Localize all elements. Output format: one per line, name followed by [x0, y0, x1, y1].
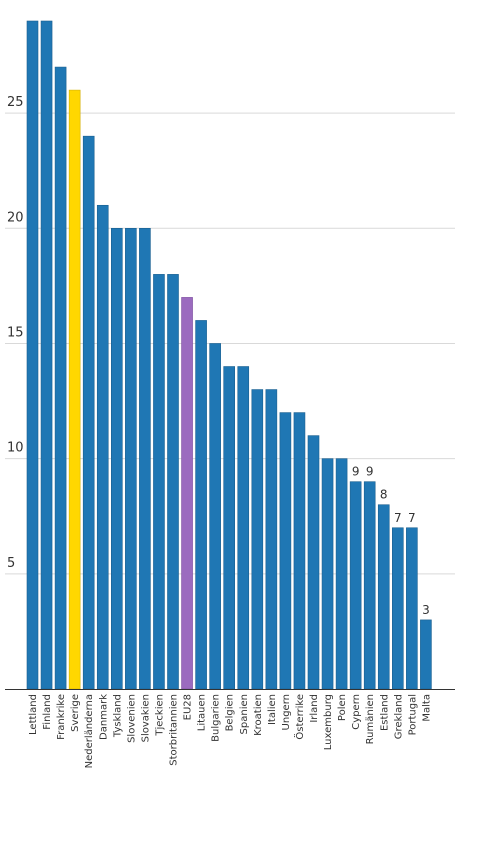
bar	[391, 527, 404, 690]
bar	[406, 527, 418, 690]
bar	[307, 435, 320, 690]
y-tick-label: 20	[7, 210, 24, 225]
data-label: 9	[352, 465, 360, 479]
x-tick-label: Slovakien	[140, 694, 151, 742]
x-tick-label: Spanien	[239, 694, 250, 734]
y-tick-label: 5	[7, 556, 15, 571]
bar	[265, 389, 278, 690]
bar	[279, 412, 292, 690]
bar	[209, 343, 221, 690]
data-label: 7	[394, 511, 402, 525]
x-tick-label: Cypern	[351, 694, 362, 730]
bar	[153, 274, 165, 690]
x-tick-label: Polen	[337, 694, 348, 721]
x-tick-label: Tjeckien	[154, 694, 165, 737]
bar	[82, 135, 95, 690]
bar	[335, 458, 348, 690]
x-tick-label: Grekland	[393, 694, 404, 739]
bar	[125, 228, 137, 690]
bar	[40, 20, 53, 690]
data-label: 9	[366, 465, 374, 479]
x-tick-label: Portugal	[407, 694, 418, 735]
data-labels: 9 987 73	[352, 465, 430, 617]
x-tick-label: EU28	[183, 694, 194, 720]
x-tick-label: Tyskland	[112, 694, 123, 738]
x-tick-label: Storbritannien	[169, 694, 180, 766]
bar	[96, 204, 109, 690]
x-tick-label: Nederländerna	[84, 694, 95, 768]
bar	[139, 228, 151, 690]
x-tick-label: Frankrike	[56, 694, 67, 740]
x-tick-label: Sverige	[70, 694, 81, 732]
x-tick-label: Ungern	[281, 694, 292, 730]
x-tick-label: Malta	[421, 694, 432, 722]
x-tick-label: Bulgarien	[211, 694, 222, 742]
y-axis-ticks: 5 10 15 20 25	[7, 95, 24, 571]
x-tick-label: Luxemburg	[323, 694, 334, 750]
x-tick-label: Slovenien	[126, 694, 137, 743]
bar	[377, 504, 390, 690]
data-label: 7	[408, 511, 416, 525]
data-label: 3	[422, 603, 430, 617]
x-tick-label: Irland	[309, 694, 320, 723]
x-tick-label: Kroatien	[253, 694, 264, 736]
x-tick-label: Belgien	[225, 694, 236, 731]
bar	[167, 274, 179, 690]
x-axis-labels: Lettland Finland Frankrike Sverige Nederländ…	[28, 694, 432, 769]
bar	[321, 458, 334, 690]
y-tick-label: 15	[7, 325, 24, 340]
bar	[26, 20, 39, 690]
bar	[195, 320, 207, 690]
x-tick-label: Italien	[267, 694, 278, 725]
bar	[111, 228, 123, 690]
bar	[237, 366, 250, 690]
bar	[251, 389, 264, 690]
x-tick-label: Litauen	[197, 694, 208, 731]
bar	[420, 619, 432, 690]
data-label: 8	[380, 488, 388, 502]
bar	[223, 366, 235, 690]
bars	[26, 20, 432, 690]
y-tick-label: 25	[7, 95, 24, 110]
y-tick-label: 10	[7, 441, 24, 456]
x-tick-label: Österrike	[293, 694, 306, 740]
bar	[68, 89, 81, 690]
x-tick-label: Estland	[379, 694, 390, 731]
bar	[181, 297, 193, 690]
bar	[293, 412, 306, 690]
bar	[54, 66, 67, 690]
x-tick-label: Finland	[42, 694, 53, 730]
bar	[349, 481, 362, 690]
x-tick-label: Rumänien	[365, 694, 376, 744]
x-tick-label: Danmark	[98, 694, 109, 740]
bar	[363, 481, 376, 690]
x-tick-label: Lettland	[28, 694, 39, 735]
